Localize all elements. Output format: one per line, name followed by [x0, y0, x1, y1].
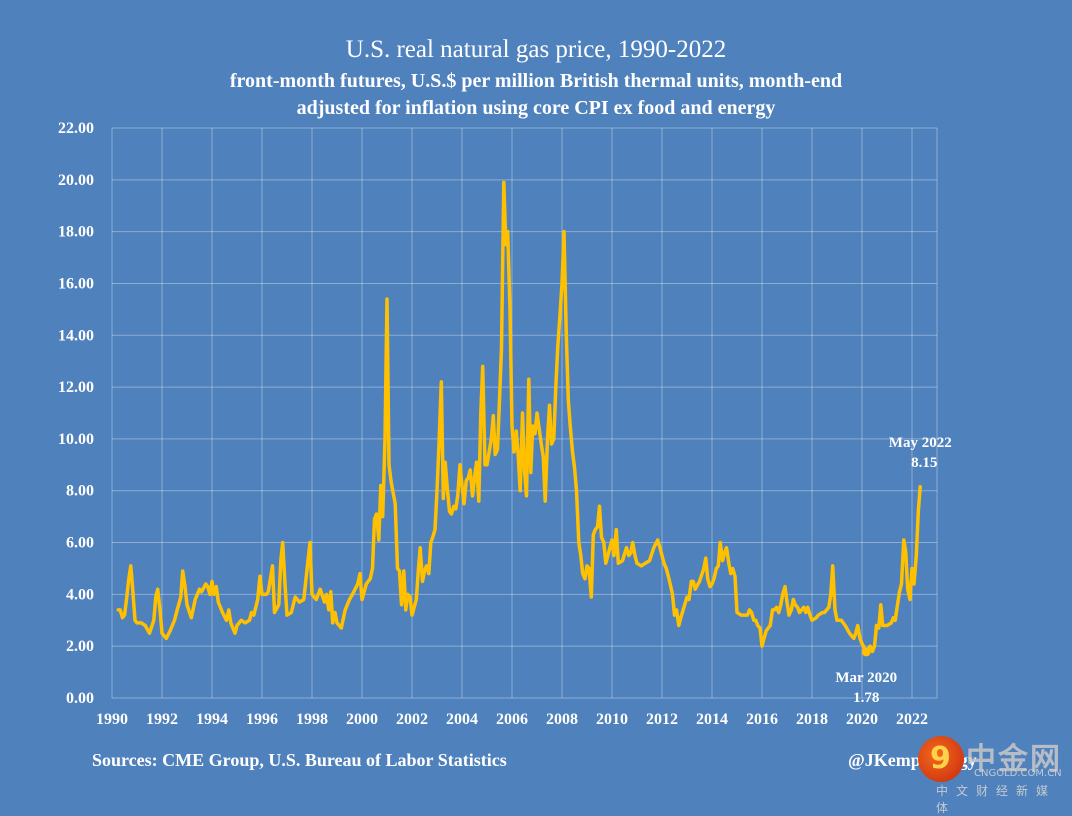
x-tick-label: 1998 — [296, 711, 328, 728]
x-tick-label: 2002 — [396, 711, 428, 728]
watermark-url: CNGOLD.COM.CN — [974, 768, 1062, 779]
y-tick-label: 22.00 — [58, 120, 94, 137]
x-tick-label: 2016 — [746, 711, 778, 728]
x-tick-label: 2010 — [596, 711, 628, 728]
y-tick-label: 2.00 — [66, 638, 94, 655]
series-line-real-gas-price — [116, 180, 922, 654]
y-tick-label: 10.00 — [58, 431, 94, 448]
x-tick-label: 2012 — [646, 711, 678, 728]
y-tick-label: 20.00 — [58, 172, 94, 189]
watermark-logo-icon: 9 — [918, 736, 964, 782]
watermark: 9 中金网 CNGOLD.COM.CN 中文财经新媒体 — [918, 734, 1068, 815]
x-tick-label: 2000 — [346, 711, 378, 728]
y-tick-label: 0.00 — [66, 690, 94, 707]
annotation-value: 1.78 — [853, 690, 879, 706]
x-tick-label: 2004 — [446, 711, 478, 728]
y-tick-label: 6.00 — [66, 535, 94, 552]
annotation-label: May 2022 — [889, 435, 952, 451]
x-axis: 1990 1992 1994 1996 1998 2000 2002 2004 2006 2008… — [96, 711, 928, 728]
annotations: Mar 2020 1.78 May 2022 8.15 — [835, 435, 951, 706]
chart-title: U.S. real natural gas price, 1990-2022 — [345, 36, 727, 63]
grid — [111, 127, 938, 699]
x-tick-label: 1990 — [96, 711, 128, 728]
x-tick-label: 1996 — [246, 711, 278, 728]
x-tick-label: 1992 — [146, 711, 178, 728]
y-tick-label: 18.00 — [58, 224, 94, 241]
watermark-brand: 中金网 — [966, 742, 1062, 777]
y-tick-label: 4.00 — [66, 586, 94, 603]
chart-subtitle-2: adjusted for inflation using core CPI ex… — [296, 97, 776, 119]
x-tick-label: 2014 — [696, 711, 728, 728]
y-tick-label: 12.00 — [58, 379, 94, 396]
x-tick-label: 2022 — [896, 711, 928, 728]
annotation-label: Mar 2020 — [835, 670, 897, 686]
chart-subtitle-1: front-month futures, U.S.$ per million B… — [229, 70, 843, 92]
y-tick-label: 16.00 — [58, 275, 94, 292]
x-tick-label: 2020 — [846, 711, 878, 728]
x-tick-label: 2008 — [546, 711, 578, 728]
y-axis: 0.00 2.00 4.00 6.00 8.00 10.00 12.00 14.00 16.00… — [58, 120, 94, 707]
annotation-value: 8.15 — [911, 455, 937, 471]
x-tick-label: 1994 — [196, 711, 228, 728]
watermark-tagline: 中文财经新媒体 — [936, 784, 1057, 815]
annotation-marker — [861, 647, 871, 657]
x-tick-label: 2006 — [496, 711, 528, 728]
y-tick-label: 14.00 — [58, 327, 94, 344]
y-tick-label: 8.00 — [66, 483, 94, 500]
sources-note: Sources: CME Group, U.S. Bureau of Labor… — [92, 750, 507, 770]
x-tick-label: 2018 — [796, 711, 828, 728]
